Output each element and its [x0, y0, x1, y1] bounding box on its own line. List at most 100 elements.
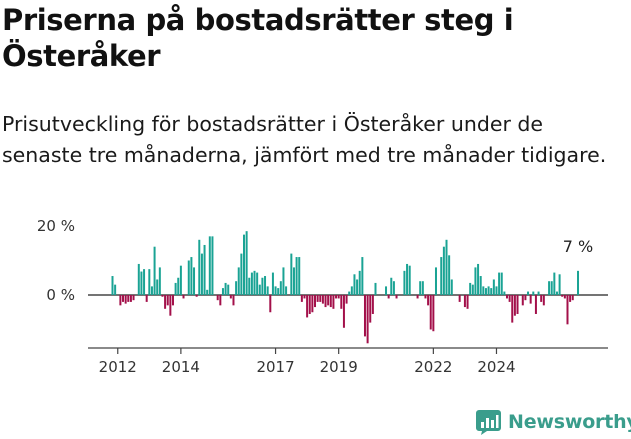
bar [321, 295, 324, 304]
bar [482, 286, 485, 296]
bar [337, 295, 340, 299]
bar [269, 295, 272, 313]
bar [227, 284, 230, 295]
bar [174, 282, 177, 295]
bar [137, 263, 140, 295]
bar [245, 231, 248, 295]
bar [466, 295, 469, 309]
bar [440, 257, 443, 295]
bar [506, 295, 508, 299]
bar [232, 295, 235, 306]
bar [332, 295, 335, 309]
bar [442, 246, 445, 295]
bar [182, 295, 185, 299]
bar [127, 295, 130, 302]
brand-logo: Newsworthy [475, 407, 631, 437]
bar [371, 295, 374, 314]
y-tick-label: 0 % [46, 286, 75, 304]
bar [250, 272, 253, 296]
bar [524, 295, 527, 301]
bar [290, 253, 293, 295]
bar [548, 281, 551, 295]
newsworthy-chart-logo-icon [476, 409, 501, 435]
bar [500, 272, 503, 296]
bar [542, 295, 545, 306]
bar [471, 284, 474, 295]
chart-subtitle: Prisutveckling för bostadsrätter i Öster… [2, 112, 607, 167]
bar [495, 286, 498, 296]
x-tick-label: 2019 [320, 358, 358, 376]
bar [361, 257, 364, 295]
bar [350, 286, 353, 296]
y-tick-label: 20 % [37, 217, 75, 235]
bar [243, 234, 245, 296]
bar [555, 291, 558, 295]
bar [211, 236, 214, 295]
bar [508, 295, 511, 302]
bar [492, 279, 495, 295]
bar [129, 295, 132, 302]
bar [187, 260, 190, 295]
bar [327, 295, 330, 306]
bar [342, 295, 345, 328]
bar [484, 288, 487, 295]
bar [179, 265, 182, 295]
bar [306, 295, 309, 318]
bar [316, 295, 319, 302]
bar [324, 295, 327, 308]
bar [348, 291, 351, 295]
bar [490, 288, 493, 295]
x-tick-label: 2024 [477, 358, 515, 376]
bar [403, 270, 406, 295]
bar [390, 277, 393, 295]
bar [521, 295, 524, 306]
bar [114, 284, 117, 295]
bar [285, 286, 288, 296]
bar [553, 272, 556, 296]
bar [229, 295, 232, 299]
bar [561, 295, 564, 297]
bar [193, 267, 196, 295]
bar [221, 288, 224, 295]
bar [256, 272, 259, 296]
bar [200, 253, 203, 295]
bar [445, 239, 448, 295]
x-tick-label: 2012 [99, 358, 137, 376]
bar [369, 295, 372, 323]
bar [303, 295, 306, 299]
bar [190, 257, 193, 295]
bar [408, 265, 411, 295]
bar [198, 239, 201, 295]
bar [208, 236, 211, 295]
bar [124, 295, 127, 304]
bar [295, 257, 298, 295]
bar [424, 295, 427, 299]
bar [161, 295, 164, 297]
bar [279, 281, 282, 295]
bar [448, 255, 451, 295]
bar [140, 271, 143, 295]
bar [235, 281, 238, 295]
bar [329, 295, 332, 308]
bar [503, 291, 506, 295]
bar [335, 295, 338, 299]
bar [240, 253, 243, 295]
bar [477, 263, 480, 295]
bar [516, 295, 519, 314]
bar [571, 295, 574, 301]
bar [416, 295, 419, 299]
bar [145, 295, 148, 302]
bar [300, 295, 303, 302]
bar [358, 270, 361, 295]
bar [356, 279, 359, 295]
bar [314, 295, 317, 308]
bar [274, 286, 277, 296]
bar [366, 295, 369, 344]
bar [153, 246, 156, 295]
bar [474, 267, 477, 295]
bar [156, 279, 159, 295]
bar [271, 272, 274, 296]
bar [558, 274, 561, 295]
labels-layer: 0 % 20 % 2012 2014 2017 2019 2022 2024 7 % [37, 217, 593, 376]
bar [385, 286, 388, 296]
